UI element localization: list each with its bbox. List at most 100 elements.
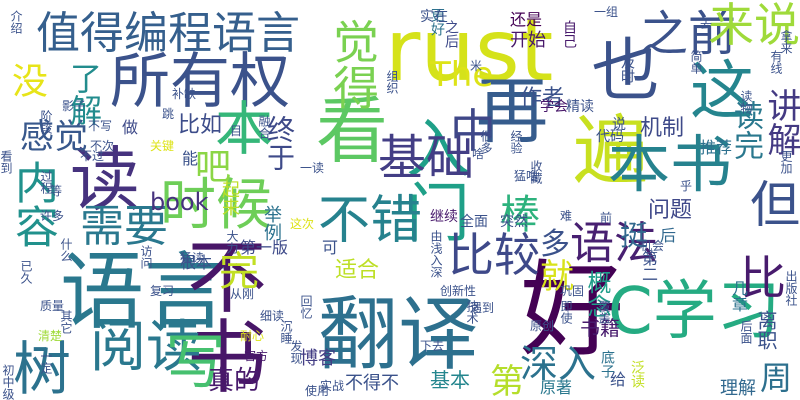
word-cloud-word: 比较	[448, 228, 540, 282]
word-cloud-word: 深入	[520, 342, 597, 386]
word-cloud-word: 继续	[430, 209, 458, 225]
word-cloud-word: 能	[179, 150, 198, 166]
word-cloud-word: 第二	[639, 250, 658, 282]
word-cloud-word: 书籍	[580, 316, 620, 340]
word-cloud-word: 内容	[7, 160, 58, 248]
word-cloud-word: 难	[560, 209, 573, 223]
word-cloud-word: 也	[579, 34, 658, 102]
word-cloud-word: 还是	[510, 10, 543, 29]
word-cloud-word: 感觉	[20, 117, 88, 157]
word-cloud-word: 学会	[540, 99, 568, 115]
word-cloud-word: 时候	[160, 173, 272, 238]
word-cloud-word: 这次	[290, 217, 315, 231]
word-cloud-word: 泛读	[629, 360, 645, 388]
word-cloud-word: 什么	[59, 238, 73, 262]
word-cloud-word: 一定	[39, 350, 53, 374]
word-cloud-word: 原创	[530, 319, 555, 333]
word-cloud-word: 完	[212, 250, 258, 290]
word-cloud-word: 细读	[260, 309, 285, 323]
word-cloud-word: 初中级	[1, 364, 15, 400]
word-cloud-word: 清楚	[38, 329, 63, 343]
word-cloud-word: 巩固	[560, 284, 585, 298]
word-cloud-word: 翻译	[318, 288, 478, 381]
word-cloud-word: 阅读	[90, 315, 202, 380]
word-cloud-word: 过程	[39, 170, 53, 194]
word-cloud-word: 没	[6, 62, 47, 98]
word-cloud-word: 开始	[510, 30, 546, 51]
word-cloud-word: 树	[3, 338, 71, 396]
word-cloud-word: 了解	[65, 62, 103, 126]
word-cloud-word: 读物	[739, 90, 753, 114]
word-cloud-word: 吧	[195, 147, 232, 188]
word-cloud-word: 所有权	[110, 47, 290, 117]
word-cloud-word: 原著	[540, 378, 573, 397]
word-cloud-word: rust	[385, 1, 554, 101]
word-cloud-word: 基础	[378, 130, 475, 186]
word-cloud-word: 语言	[60, 243, 229, 341]
word-cloud-word: The	[430, 55, 494, 95]
word-cloud-word: 几章	[729, 280, 748, 312]
word-cloud-word: 简单	[689, 50, 703, 74]
word-cloud-word: 影子	[62, 99, 87, 113]
word-cloud-word: 看	[316, 89, 389, 173]
word-cloud-word: 根本	[180, 253, 213, 272]
word-cloud-word: 沉睡	[279, 320, 293, 344]
word-cloud-word: 后	[660, 226, 677, 245]
word-cloud-word: 做	[122, 118, 139, 137]
word-cloud-word: 等	[50, 184, 63, 198]
word-cloud-word: 举例	[261, 205, 282, 241]
word-cloud-word: 猛噜	[514, 169, 539, 183]
word-cloud-word: 作者	[520, 86, 565, 111]
word-cloud-word: 去	[700, 17, 713, 31]
word-cloud-word: 不书	[174, 235, 267, 395]
word-cloud-word: 访问	[139, 245, 153, 269]
word-cloud-word: 一组	[594, 5, 619, 19]
word-cloud-word: 复习	[150, 284, 175, 298]
word-cloud-word: 不写	[88, 119, 113, 133]
word-cloud-word: 基本	[430, 368, 470, 392]
word-cloud-word: book	[150, 188, 209, 216]
word-cloud-word: 理解	[720, 378, 756, 399]
word-cloud-word: 猛读	[180, 251, 205, 265]
word-cloud-word: 代码	[596, 129, 624, 145]
word-cloud-word: 读	[70, 139, 140, 221]
word-cloud-word: 博客	[300, 348, 336, 369]
word-cloud-word: 中	[450, 104, 496, 158]
word-cloud-word: 即使	[559, 300, 573, 324]
word-cloud-word: 适合	[335, 258, 380, 283]
word-cloud-word: 入门	[395, 115, 469, 243]
word-cloud-word: 一读	[300, 161, 325, 175]
word-cloud-word: 实战	[320, 379, 345, 393]
word-cloud-word: 但	[750, 176, 800, 234]
word-cloud-word: 之后	[443, 20, 459, 48]
word-cloud-word: 发现	[289, 340, 303, 364]
word-cloud-word: 米	[470, 59, 483, 73]
word-cloud-word: 给	[610, 370, 627, 389]
word-cloud-word: 及时	[619, 55, 635, 83]
word-cloud-word: 补缺	[172, 87, 197, 101]
word-cloud-word: 之前	[640, 6, 737, 62]
word-cloud-word: 跳	[162, 107, 175, 121]
word-cloud-word: 许多	[40, 209, 65, 223]
word-cloud-word: 关键	[150, 139, 175, 153]
word-cloud-word: 不错	[318, 191, 423, 251]
word-cloud-word: 组织	[385, 70, 399, 94]
word-cloud-word: 比如	[178, 113, 223, 138]
word-cloud-word: 由浅入深	[429, 230, 443, 278]
word-cloud-word: 创新性	[440, 284, 477, 298]
word-cloud-word: 周	[760, 359, 793, 397]
word-cloud-word: C学习	[608, 275, 781, 349]
word-cloud-word: 真的	[208, 366, 261, 396]
word-cloud-word: 使用	[305, 384, 330, 398]
word-cloud-word: 离职	[754, 310, 778, 350]
word-cloud-word: 需要	[80, 201, 168, 252]
word-cloud-word: 介绍	[9, 10, 23, 34]
word-cloud-word: 挺	[620, 219, 649, 252]
word-cloud-word: 质量	[40, 299, 65, 313]
word-cloud-word: 终于	[263, 115, 296, 171]
word-cloud-word: 有线	[769, 50, 783, 74]
word-cloud-word: 这	[690, 55, 754, 129]
word-cloud-word: 自己	[561, 20, 577, 48]
word-cloud-word: 很多	[479, 130, 493, 154]
